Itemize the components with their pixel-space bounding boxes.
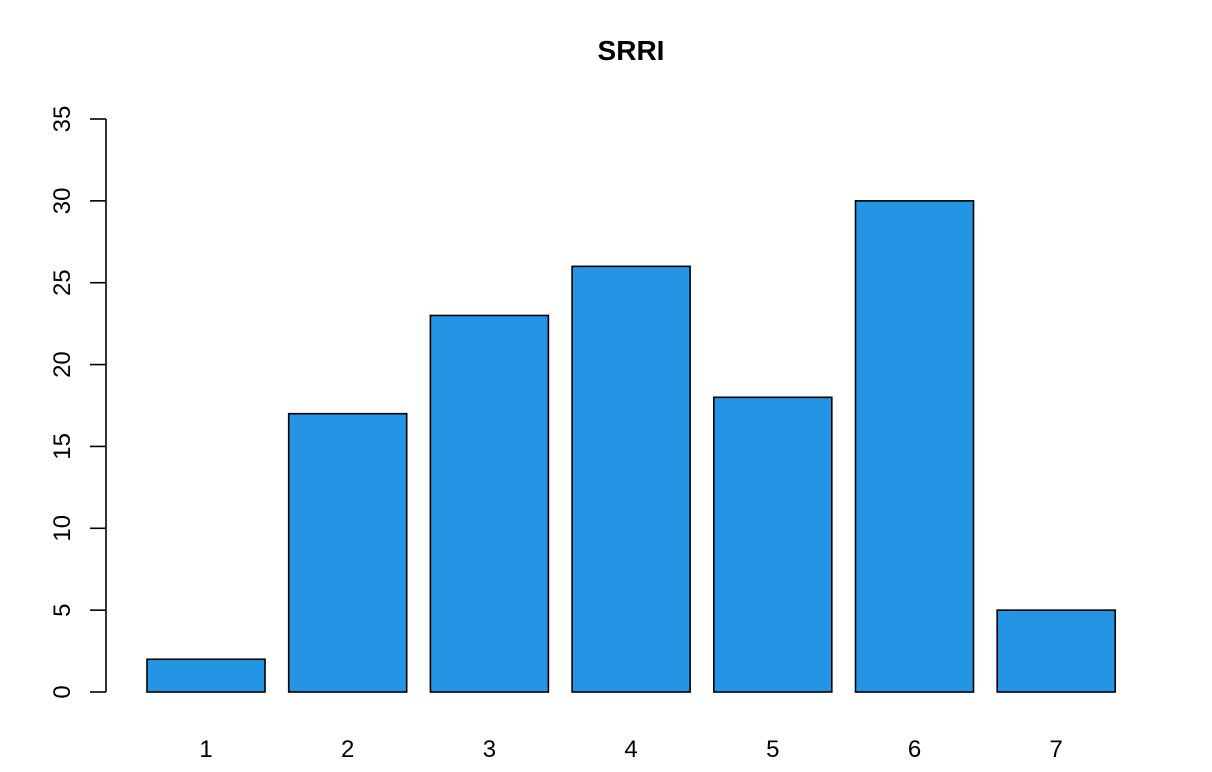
bar-4 xyxy=(571,265,691,693)
bar-3 xyxy=(429,314,550,693)
bars xyxy=(146,200,1117,693)
x-tick-label: 7 xyxy=(1050,736,1063,763)
x-tick-label: 5 xyxy=(766,736,779,763)
bar-6 xyxy=(854,200,975,693)
x-axis: 1 2 3 4 5 6 7 xyxy=(199,736,1063,763)
y-tick-label: 25 xyxy=(49,269,76,296)
bar-5 xyxy=(712,396,833,693)
x-tick-label: 2 xyxy=(341,736,354,763)
bar-2 xyxy=(287,412,408,693)
bar-7 xyxy=(996,609,1117,693)
y-tick-label: 5 xyxy=(49,603,76,616)
y-tick-label: 35 xyxy=(49,106,76,133)
y-tick-label: 30 xyxy=(49,188,76,215)
chart-title: SRRI xyxy=(598,35,665,66)
bar-1 xyxy=(146,658,266,693)
x-tick-label: 1 xyxy=(199,736,212,763)
y-tick-label: 15 xyxy=(49,433,76,460)
x-tick-label: 4 xyxy=(624,736,637,763)
x-tick-label: 6 xyxy=(908,736,921,763)
y-tick-label: 20 xyxy=(49,351,76,378)
y-axis: 0 5 10 15 20 25 30 35 xyxy=(49,106,106,699)
y-tick-label: 10 xyxy=(49,515,76,542)
y-tick-label: 0 xyxy=(49,685,76,698)
x-tick-label: 3 xyxy=(483,736,496,763)
